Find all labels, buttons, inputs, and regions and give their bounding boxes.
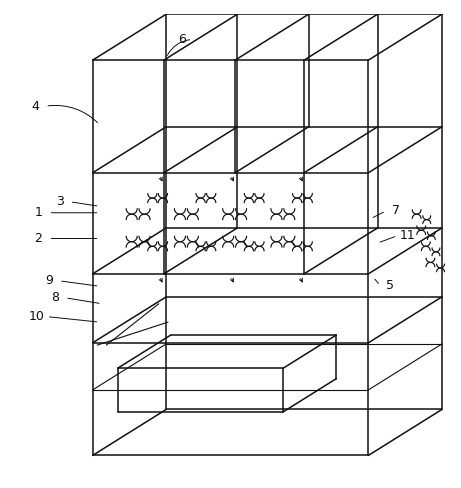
Text: 9: 9 [45, 274, 53, 287]
Text: 8: 8 [51, 291, 59, 305]
Text: 11: 11 [400, 229, 415, 242]
Text: 6: 6 [178, 33, 186, 46]
Text: 1: 1 [35, 206, 42, 219]
Text: 3: 3 [56, 195, 64, 208]
Text: 5: 5 [386, 279, 395, 292]
Text: 7: 7 [392, 204, 400, 218]
Text: 2: 2 [35, 232, 42, 245]
Text: 4: 4 [31, 100, 39, 113]
Text: 10: 10 [29, 310, 44, 323]
